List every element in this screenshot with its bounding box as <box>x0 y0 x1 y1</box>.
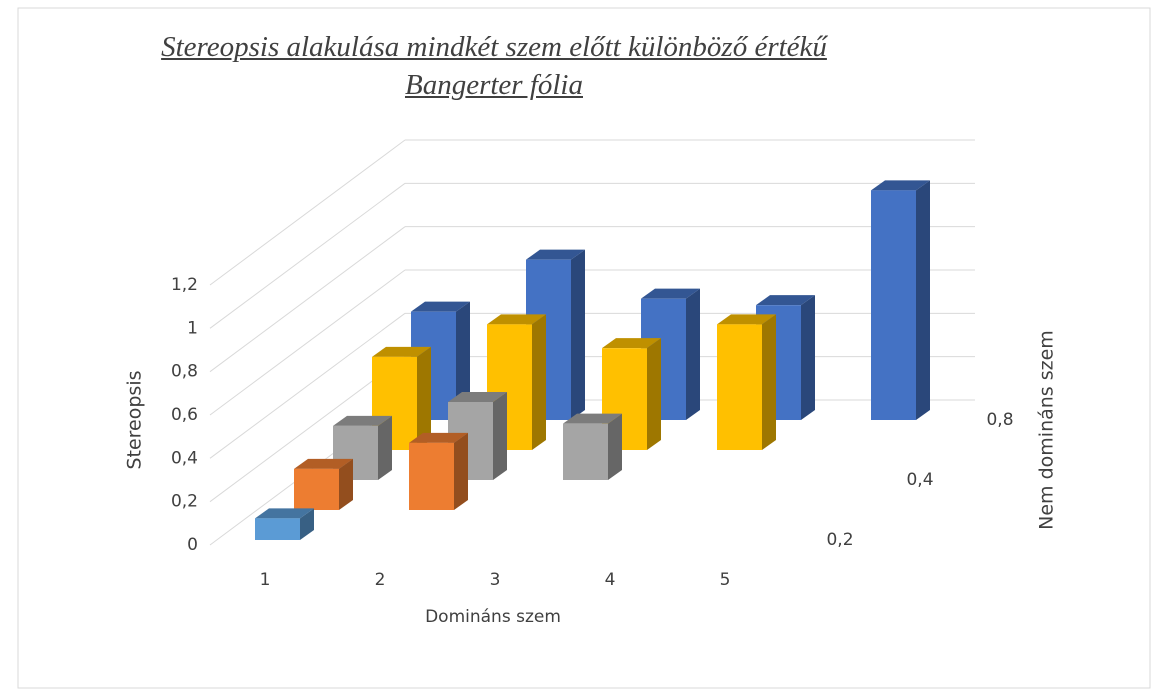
y-tick-label: 0,8 <box>171 362 198 382</box>
y-tick-label: 0,4 <box>171 448 198 468</box>
x-tick-label: 1 <box>260 570 271 590</box>
y-tick-label: 0,2 <box>171 492 198 512</box>
bar-side <box>916 180 930 420</box>
bar-top <box>756 295 815 306</box>
y-tick-label: 0 <box>187 535 198 555</box>
chart-title: Stereopsis alakulása mindkét szem előtt … <box>161 31 827 101</box>
z-tick-label: 0,8 <box>986 410 1013 430</box>
bar-side <box>686 288 700 420</box>
x-tick-label: 5 <box>720 570 731 590</box>
z-tick-label: 0,2 <box>826 530 853 550</box>
bar <box>294 458 353 510</box>
z-tick-label: 0,4 <box>906 470 933 490</box>
grid-line <box>209 312 406 459</box>
bar-side <box>608 413 622 480</box>
bar <box>717 314 776 450</box>
bar-top <box>294 458 353 469</box>
bar-side <box>378 415 392 480</box>
bar-top <box>372 346 431 357</box>
bar <box>871 180 930 420</box>
bar-top <box>411 301 470 312</box>
grid-line <box>209 269 406 416</box>
bar-top <box>487 314 546 325</box>
bar-front <box>294 468 339 510</box>
bar <box>255 508 314 540</box>
grid-line <box>209 182 406 329</box>
bar-front <box>409 442 454 510</box>
bar-top <box>333 415 392 426</box>
bar <box>448 392 507 480</box>
y-tick-label: 1 <box>187 318 198 338</box>
bar-top <box>563 413 622 424</box>
bar-top <box>409 432 468 443</box>
x-tick-label: 4 <box>605 570 616 590</box>
bar-front <box>871 190 916 420</box>
bar-side <box>493 392 507 480</box>
bar-top <box>717 314 776 325</box>
bar-side <box>456 301 470 420</box>
bar <box>602 338 661 450</box>
bar-side <box>647 338 661 450</box>
bar-front <box>717 324 762 450</box>
bar-side <box>454 432 468 510</box>
y-axis-title: Stereopsis <box>124 370 146 469</box>
y-tick-label: 1,2 <box>171 275 198 295</box>
bar-top <box>448 392 507 402</box>
bar-side <box>339 458 353 510</box>
bar-top <box>602 338 661 349</box>
grid-line <box>209 226 406 373</box>
bar-side <box>532 314 546 450</box>
bar-top <box>255 508 314 519</box>
bar <box>563 413 622 480</box>
bar <box>409 432 468 510</box>
bar-side <box>801 295 815 420</box>
bar-side <box>417 346 431 450</box>
x-axis-title: Domináns szem <box>425 607 561 627</box>
z-axis-title: Nem domináns szem <box>1036 330 1058 530</box>
x-tick-label: 2 <box>375 570 386 590</box>
grid-line <box>209 139 406 286</box>
bar-front <box>255 518 300 540</box>
bar-top <box>526 249 585 260</box>
y-tick-label: 0,6 <box>171 405 198 425</box>
bar-side <box>300 508 314 540</box>
bar-front <box>563 423 608 480</box>
bar <box>487 314 546 450</box>
x-tick-label: 3 <box>490 570 501 590</box>
bar-side <box>762 314 776 450</box>
bar-top <box>871 180 930 191</box>
bar-side <box>571 249 585 420</box>
bar-top <box>641 288 700 299</box>
